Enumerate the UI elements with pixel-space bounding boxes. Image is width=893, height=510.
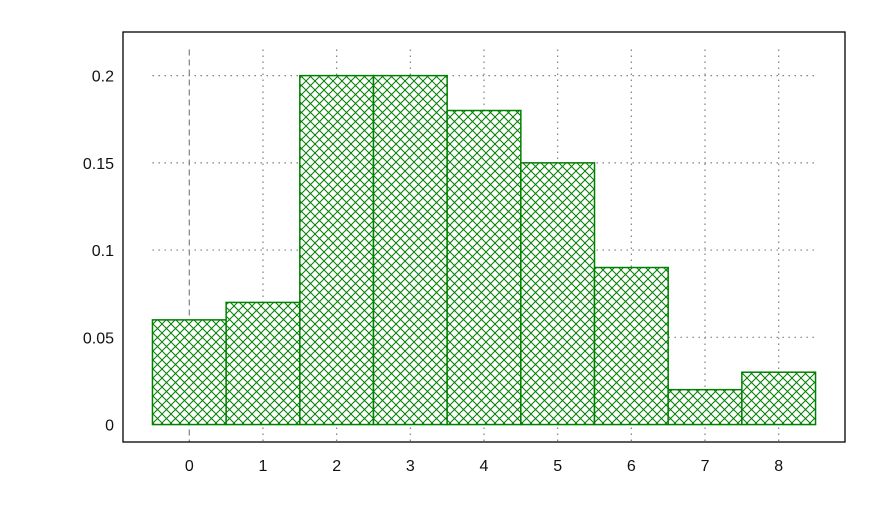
y-tick-label-0.05: 0.05 — [83, 330, 114, 347]
x-tick-label-2: 2 — [332, 458, 341, 475]
y-tick-label-0.2: 0.2 — [92, 69, 114, 86]
y-tick-label-0.15: 0.15 — [83, 156, 114, 173]
bar-8 — [741, 371, 817, 426]
x-tick-label-4: 4 — [480, 458, 489, 475]
bar-2 — [299, 74, 375, 426]
bar-1 — [225, 301, 301, 426]
y-tick-labels: 0 0.05 0.1 0.15 0.2 — [83, 69, 114, 435]
bar-4 — [446, 109, 522, 426]
bar-7 — [667, 388, 743, 426]
bar-5 — [520, 162, 596, 426]
grid-lines — [152, 49, 816, 442]
x-tick-label-0: 0 — [185, 458, 194, 475]
x-tick-label-5: 5 — [553, 458, 562, 475]
x-tick-labels: 0 1 2 3 4 5 6 7 8 — [185, 458, 783, 475]
y-tick-label-0.1: 0.1 — [92, 243, 114, 260]
x-tick-label-8: 8 — [774, 458, 783, 475]
y-tick-label-0: 0 — [105, 418, 114, 435]
x-tick-label-1: 1 — [259, 458, 268, 475]
bar-3 — [372, 74, 448, 426]
plot-frame — [122, 31, 846, 443]
x-tick-label-3: 3 — [406, 458, 415, 475]
bars — [151, 74, 817, 426]
x-tick-label-7: 7 — [701, 458, 710, 475]
x-tick-label-6: 6 — [627, 458, 636, 475]
bar-6 — [593, 266, 669, 426]
bar-0 — [151, 319, 227, 426]
